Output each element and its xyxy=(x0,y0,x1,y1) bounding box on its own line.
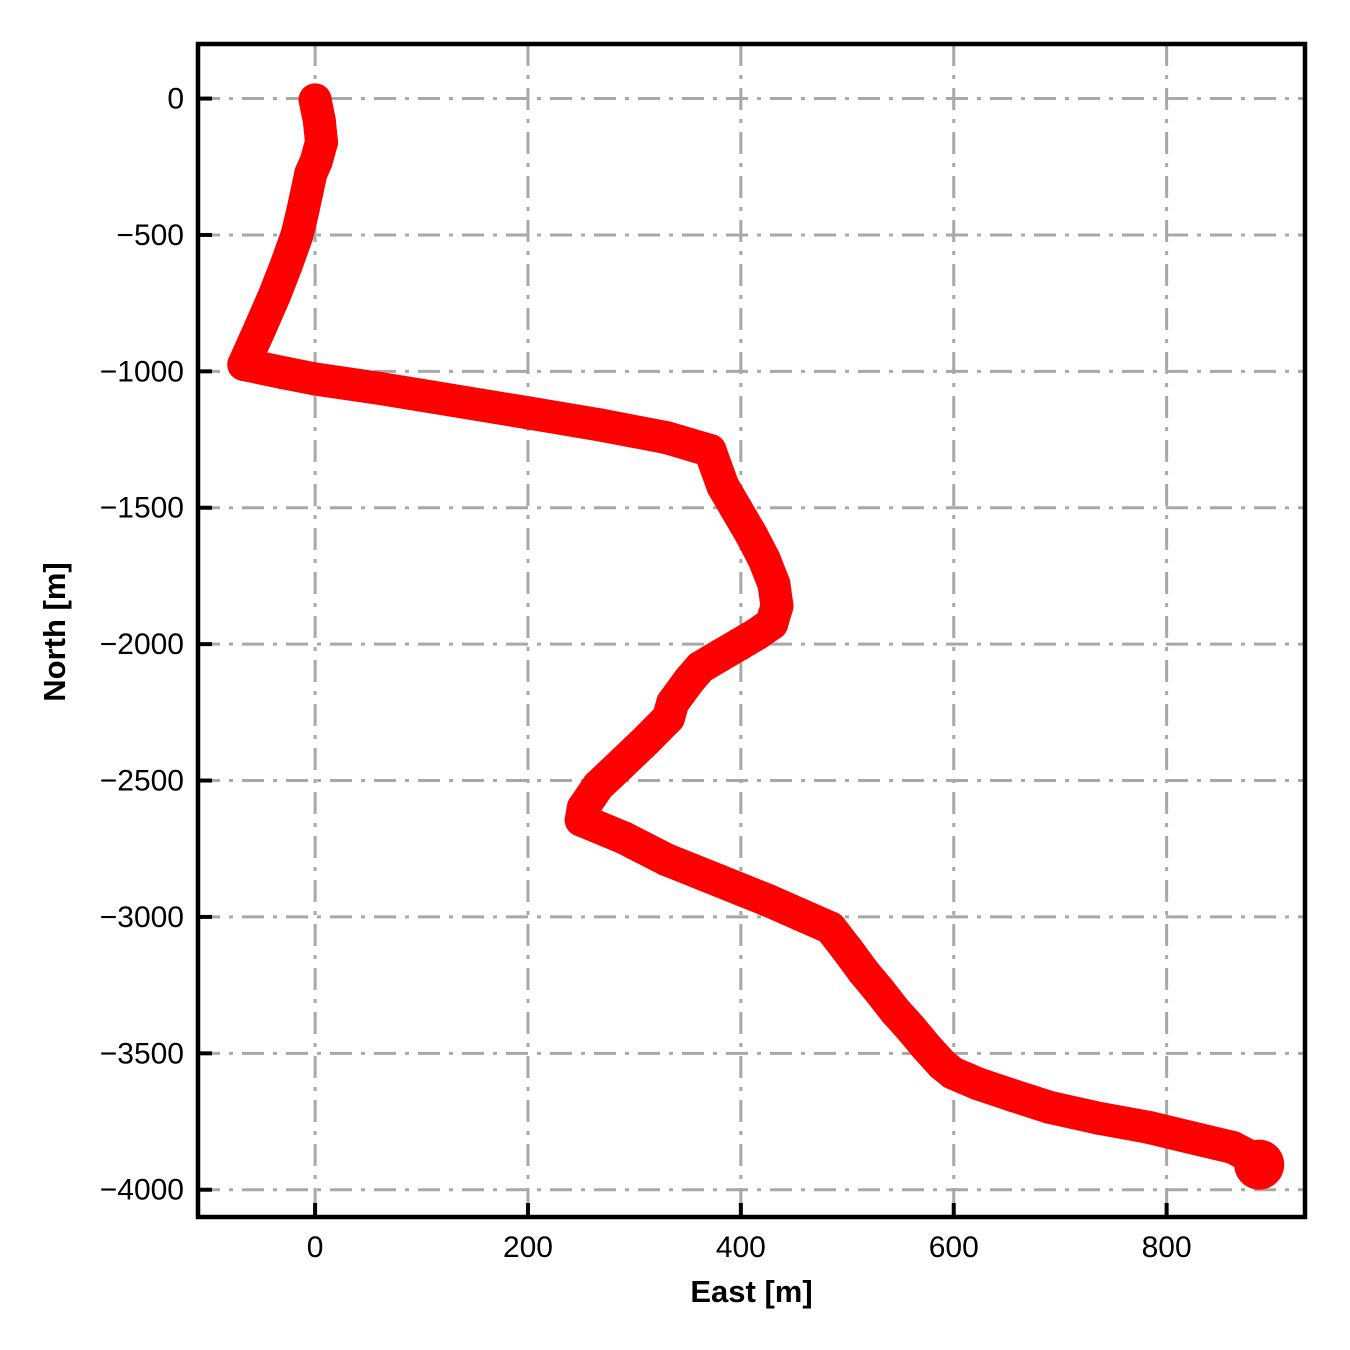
y-tick-label: −500 xyxy=(116,219,184,252)
data-point-marker xyxy=(362,371,396,405)
data-point-marker xyxy=(298,362,332,396)
data-point-marker xyxy=(703,864,737,898)
data-point-marker xyxy=(511,396,545,430)
data-point-marker xyxy=(243,312,277,346)
data-point-marker xyxy=(294,157,328,191)
data-point-marker xyxy=(1132,1110,1165,1144)
data-point-marker xyxy=(961,1067,995,1101)
x-axis-label: East [m] xyxy=(690,1274,813,1309)
data-point-marker xyxy=(606,746,640,780)
data-point-marker xyxy=(1082,1101,1115,1135)
y-tick-label: 0 xyxy=(167,83,184,116)
data-point-marker xyxy=(433,383,467,417)
y-tick-label: −3000 xyxy=(100,901,184,934)
y-axis-label: North [m] xyxy=(37,562,72,702)
data-point-marker xyxy=(649,421,683,455)
data-point-marker xyxy=(996,1079,1030,1113)
x-tick-label: 200 xyxy=(503,1231,553,1264)
axes-spines xyxy=(195,41,1308,1220)
data-point-marker xyxy=(227,348,261,381)
data-point-marker xyxy=(564,803,598,837)
y-tick-label: −2500 xyxy=(100,765,184,798)
data-point-marker xyxy=(582,408,616,442)
y-tick-label: −3500 xyxy=(100,1037,184,1070)
data-point-marker xyxy=(280,218,314,252)
y-tick-label: −1000 xyxy=(100,355,184,388)
data-point-marker xyxy=(1173,1120,1207,1154)
data-point-marker xyxy=(629,723,663,757)
trajectory-end-marker xyxy=(1234,1139,1285,1190)
x-tick-label: 600 xyxy=(929,1231,979,1264)
data-point-marker xyxy=(269,248,303,282)
data-point-marker xyxy=(752,884,785,918)
data-point-marker xyxy=(649,843,683,877)
data-point-marker xyxy=(782,897,816,931)
y-tick-label: −1500 xyxy=(100,492,184,525)
data-point-marker xyxy=(607,821,641,855)
data-point-marker xyxy=(735,518,768,552)
x-tick-label: 800 xyxy=(1142,1231,1192,1264)
data-point-marker xyxy=(673,663,707,697)
data-point-marker xyxy=(258,278,292,312)
x-tick-label: 400 xyxy=(716,1231,766,1264)
data-point-marker xyxy=(266,356,300,390)
y-tick-label: −4000 xyxy=(100,1174,184,1207)
data-point-marker xyxy=(1033,1090,1066,1124)
y-tick-label: −2000 xyxy=(100,628,184,661)
x-tick-label: 0 xyxy=(307,1231,324,1264)
data-point-marker xyxy=(652,701,685,735)
data-point-marker xyxy=(693,434,727,467)
data-point-marker xyxy=(719,491,752,525)
